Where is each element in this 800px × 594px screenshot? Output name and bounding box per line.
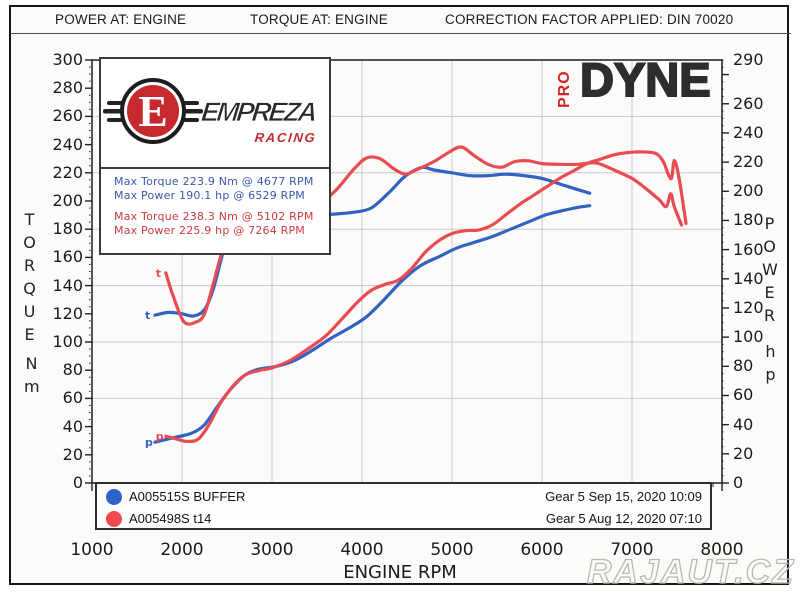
right-axis-label-240: 240 bbox=[733, 122, 764, 142]
empreza-logo-graphic: E EMPREZA RACING bbox=[103, 78, 320, 145]
right-axis-label-200: 200 bbox=[733, 181, 764, 201]
right-axis-label-220: 220 bbox=[733, 152, 764, 172]
header-divider bbox=[9, 33, 791, 34]
watermark: RAJAUT.CZ bbox=[586, 552, 795, 591]
curve-start-marker-p: p bbox=[145, 436, 153, 450]
right-axis-label-160: 160 bbox=[733, 239, 764, 259]
left-axis-label-240: 240 bbox=[52, 134, 83, 154]
stats-box: E EMPREZA RACING Max Torque 223.9 Nm @ 4… bbox=[99, 57, 331, 255]
left-axis-label-260: 260 bbox=[52, 106, 83, 126]
x-axis-label-6000: 6000 bbox=[520, 540, 564, 560]
left-axis-label-140: 140 bbox=[52, 275, 83, 295]
x-axis-label-3000: 3000 bbox=[250, 540, 294, 560]
right-axis-label-120: 120 bbox=[733, 297, 764, 317]
prodyne-logo: PRO DYNE bbox=[556, 52, 716, 112]
right-axis-label-180: 180 bbox=[733, 210, 764, 230]
right-axis-label-290: 290 bbox=[733, 50, 764, 69]
right-axis-label-260: 260 bbox=[733, 93, 764, 113]
curve-a005498s-t14-power bbox=[164, 150, 688, 444]
stat-run1-max-power: Max Power 190.1 hp @ 6529 RPM bbox=[114, 189, 305, 202]
right-axis-label-80: 80 bbox=[733, 356, 754, 376]
header-torque-at: TORQUE AT: ENGINE bbox=[250, 12, 388, 27]
x-axis-label-2000: 2000 bbox=[160, 540, 204, 560]
prodyne-dyne-text: DYNE bbox=[579, 52, 712, 107]
right-axis-label-60: 60 bbox=[733, 385, 754, 405]
legend-box: A005515S BUFFER Gear 5 Sep 15, 2020 10:0… bbox=[95, 482, 712, 530]
x-axis-label-5000: 5000 bbox=[430, 540, 474, 560]
logo-sub-text: RACING bbox=[254, 130, 318, 145]
empreza-logo: E EMPREZA RACING bbox=[101, 59, 329, 169]
logo-letter-e: E bbox=[138, 87, 167, 136]
left-axis-label-200: 200 bbox=[52, 191, 83, 210]
left-axis-title: TORQUE bbox=[23, 210, 36, 344]
left-axis-label-160: 160 bbox=[52, 247, 83, 267]
left-axis-label-20: 20 bbox=[62, 444, 83, 464]
x-axis-label-8000: 8000 bbox=[700, 540, 744, 560]
logo-disc bbox=[127, 85, 179, 137]
legend-dot-red bbox=[106, 511, 122, 527]
left-axis-label-0: 0 bbox=[72, 473, 83, 492]
legend-run1-name: A005515S BUFFER bbox=[129, 489, 246, 504]
right-axis-label-0: 0 bbox=[733, 473, 744, 492]
right-axis-label-40: 40 bbox=[733, 414, 754, 434]
prodyne-pro-text: PRO bbox=[556, 70, 573, 108]
stat-run2-max-power: Max Power 225.9 hp @ 7264 RPM bbox=[114, 224, 305, 237]
legend-run2-info: Gear 5 Aug 12, 2020 07:10 bbox=[545, 511, 702, 526]
header-correction-factor: CORRECTION FACTOR APPLIED: DIN 70020 bbox=[445, 12, 734, 27]
legend-row-run2: A005498S t14 Gear 5 Aug 12, 2020 07:10 bbox=[97, 507, 710, 531]
right-axis-title: POWER bbox=[762, 214, 778, 325]
left-axis-label-100: 100 bbox=[52, 332, 83, 351]
right-axis-unit: hp bbox=[765, 342, 776, 384]
left-axis-unit: Nm bbox=[24, 354, 40, 396]
x-axis-label-7000: 7000 bbox=[610, 540, 654, 560]
x-axis-label-1000: 1000 bbox=[70, 540, 114, 560]
x-axis-title: ENGINE RPM bbox=[343, 562, 457, 583]
logo-brand-text: EMPREZA bbox=[200, 96, 319, 127]
stat-run1-max-torque: Max Torque 223.9 Nm @ 4677 RPM bbox=[114, 175, 314, 188]
left-axis-label-220: 220 bbox=[52, 162, 83, 182]
left-axis-label-180: 180 bbox=[52, 219, 83, 239]
x-axis-label-4000: 4000 bbox=[340, 540, 384, 560]
curve-start-marker-t: t bbox=[155, 266, 162, 280]
left-axis-label-80: 80 bbox=[62, 360, 83, 380]
left-axis-label-40: 40 bbox=[62, 416, 83, 436]
legend-run1-info: Gear 5 Sep 15, 2020 10:09 bbox=[545, 489, 702, 504]
legend-row-run1: A005515S BUFFER Gear 5 Sep 15, 2020 10:0… bbox=[97, 485, 710, 509]
left-axis-label-280: 280 bbox=[52, 78, 83, 98]
stat-run2-max-torque: Max Torque 238.3 Nm @ 5102 RPM bbox=[114, 210, 314, 223]
left-axis-label-300: 300 bbox=[52, 50, 83, 69]
legend-run2-name: A005498S t14 bbox=[129, 511, 212, 526]
left-axis-label-120: 120 bbox=[52, 303, 83, 323]
right-axis-label-100: 100 bbox=[733, 327, 764, 347]
right-axis-label-20: 20 bbox=[733, 443, 754, 463]
header-power-at: POWER AT: ENGINE bbox=[55, 12, 187, 27]
right-axis-label-140: 140 bbox=[733, 268, 764, 288]
left-axis-label-60: 60 bbox=[62, 388, 83, 408]
curve-start-marker-t: t bbox=[145, 309, 151, 323]
curve-start-marker-p: p bbox=[155, 430, 164, 444]
legend-dot-blue bbox=[106, 489, 122, 505]
